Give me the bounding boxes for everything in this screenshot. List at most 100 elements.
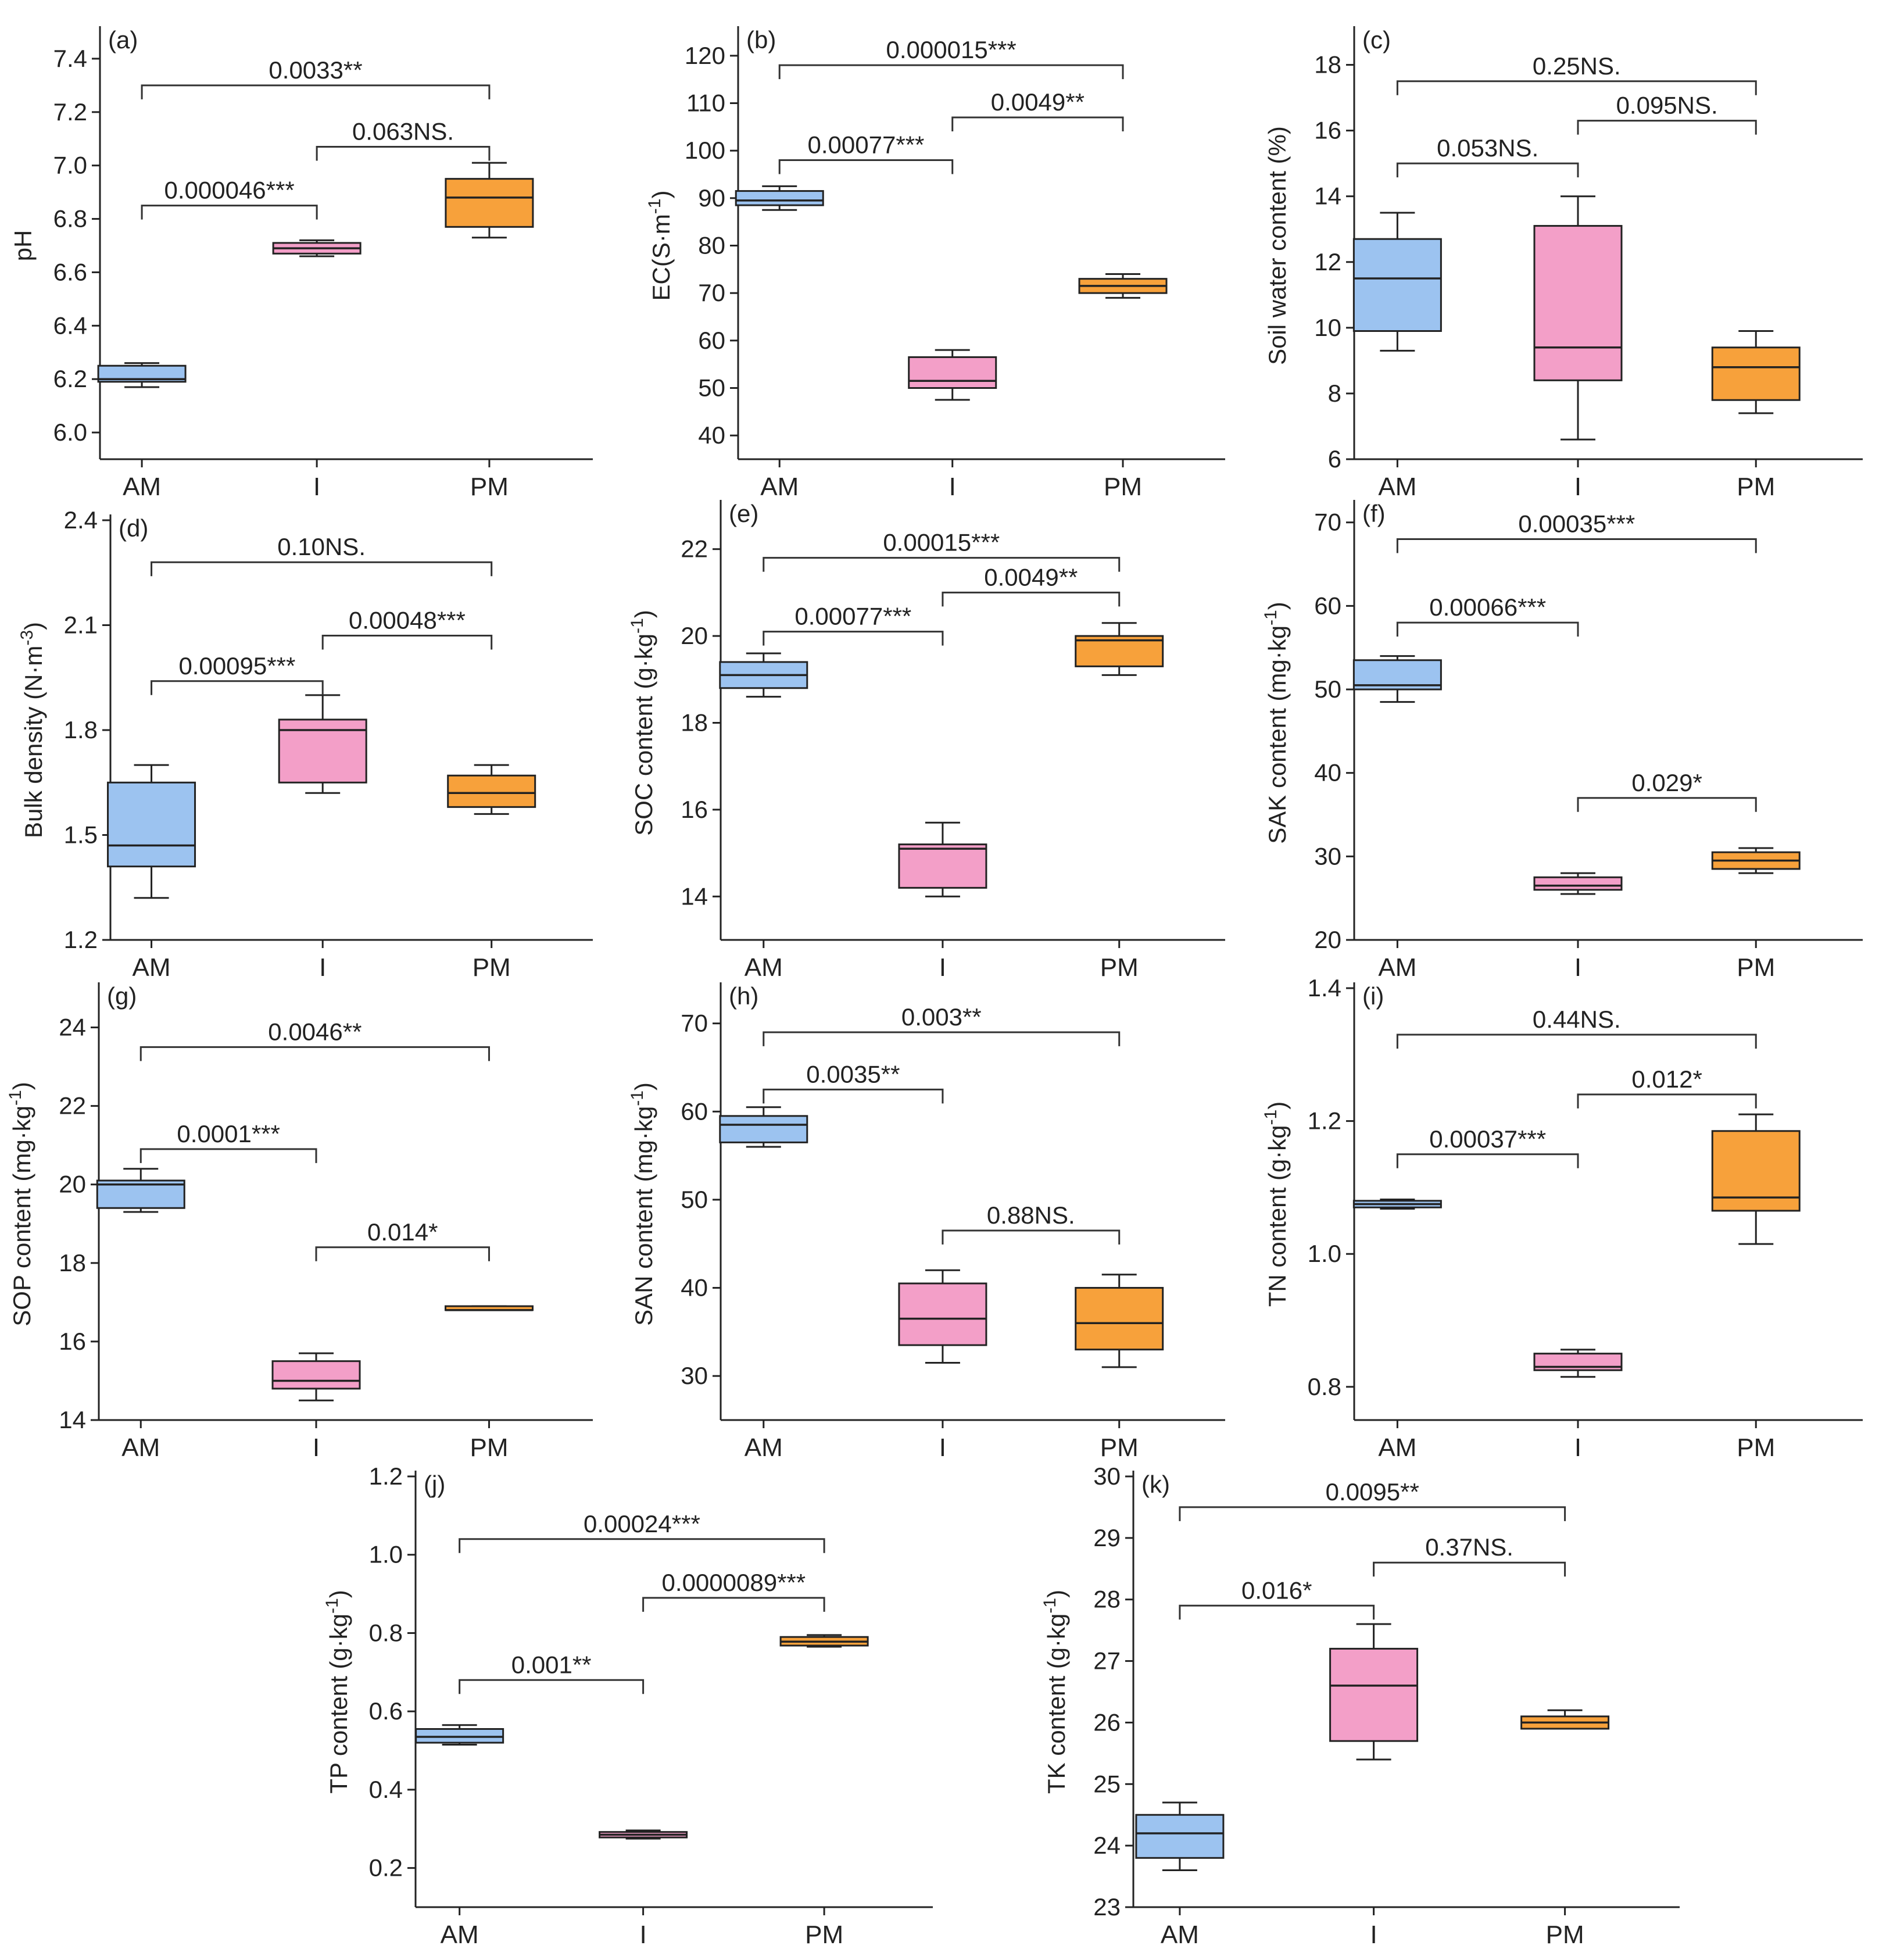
significance-bracket — [139, 1046, 490, 1061]
x-tick-label-am: AM — [1161, 1921, 1199, 1949]
significance-bracket — [763, 557, 1121, 572]
y-tick-label: 18 — [59, 1249, 86, 1276]
significance-bracket — [1577, 120, 1757, 135]
significance-bracket — [1577, 797, 1757, 812]
y-axis-label-end: ) — [1043, 1590, 1070, 1598]
box-i — [1533, 1349, 1623, 1378]
x-tick-label-am: AM — [441, 1921, 479, 1949]
y-tick-label: 1.2 — [1308, 1107, 1341, 1135]
y-tick-label: 60 — [1314, 592, 1341, 619]
x-tick-label-pm: PM — [1546, 1921, 1584, 1949]
y-tick-label: 23 — [1093, 1893, 1121, 1921]
y-tick-label: 6.8 — [53, 205, 87, 233]
y-tick-label: 1.4 — [1308, 974, 1341, 1002]
y-tick-label: 16 — [681, 796, 708, 823]
iqr-box — [908, 356, 997, 389]
x-tick-label-am: AM — [123, 473, 161, 501]
y-axis-label-end: ) — [630, 1082, 657, 1090]
significance-bracket — [1373, 1561, 1566, 1577]
y-axis-label: SAK content (mg·kg-1) — [1261, 602, 1291, 844]
y-tick-label: 2.4 — [64, 506, 98, 534]
y-tick-label: 25 — [1093, 1770, 1121, 1797]
x-tick-label-i: I — [949, 473, 956, 501]
x-tick-label-pm: PM — [1737, 1433, 1775, 1462]
y-axis-label-end: ) — [1264, 602, 1291, 610]
significance-label: 0.0001*** — [177, 1120, 280, 1147]
y-tick-label: 1.0 — [1308, 1240, 1341, 1267]
y-axis-label: TK content (g·kg-1) — [1040, 1590, 1070, 1794]
panel-k: 23 24 25 26 27 28 29 30 AM I PM TK content (g·kg-1)… — [1040, 1462, 1680, 1949]
y-tick-label: 6.2 — [53, 365, 87, 392]
panel-b: 40 50 60 70 80 90 100 110 120 AM I PM EC(S·m-1) (b) 0.… — [645, 26, 1225, 501]
y-axis-label-superscript: -1 — [645, 198, 664, 214]
box-pm — [1075, 1274, 1164, 1368]
significance-bracket — [942, 1229, 1121, 1245]
significance-bracket — [141, 205, 318, 220]
y-tick-label: 20 — [681, 622, 708, 649]
box-i — [272, 239, 362, 258]
iqr-box — [1711, 1130, 1801, 1212]
significance-bracket — [1396, 1153, 1579, 1168]
box-pm — [1711, 847, 1801, 874]
y-tick-label: 40 — [1314, 759, 1341, 786]
significance-bracket — [315, 1246, 490, 1261]
x-tick-label-i: I — [939, 953, 946, 982]
y-axis-label-main: SAK content (mg·kg — [1264, 625, 1291, 844]
panel-letter: (b) — [746, 26, 776, 53]
significance-label: 0.00024*** — [584, 1510, 700, 1537]
box-i — [1533, 872, 1623, 895]
box-am — [107, 764, 196, 899]
box-i — [1329, 1623, 1419, 1761]
y-tick-label: 0.8 — [369, 1619, 403, 1646]
significance-bracket — [141, 84, 491, 99]
panel-c: 6 8 10 12 14 16 18 AM I PM Soil water content (%) (… — [1264, 26, 1863, 501]
x-tick-label-am: AM — [745, 1433, 783, 1462]
box-pm — [1711, 330, 1801, 414]
x-tick-label-i: I — [639, 1921, 646, 1949]
panel-e: 14 16 18 20 22 AM I PM SOC content (g·kg-1) (e) 0.… — [628, 500, 1225, 982]
y-tick-label: 60 — [681, 1097, 708, 1125]
y-tick-label: 14 — [1314, 183, 1341, 210]
iqr-box — [1329, 1647, 1419, 1742]
y-tick-label: 1.0 — [369, 1541, 403, 1568]
x-tick-label-pm: PM — [470, 473, 509, 501]
significance-label: 0.000015*** — [886, 36, 1017, 63]
significance-label: 0.0000089*** — [662, 1569, 806, 1596]
x-tick-label-pm: PM — [1104, 473, 1142, 501]
significance-bracket — [1396, 538, 1757, 553]
y-axis-label-superscript: -1 — [1261, 1110, 1280, 1125]
y-tick-label: 14 — [681, 882, 708, 910]
significance-label: 0.00077*** — [808, 131, 925, 159]
x-tick-label-am: AM — [133, 953, 171, 982]
y-axis-label: SOP content (mg·kg-1) — [6, 1082, 35, 1326]
y-tick-label: 28 — [1093, 1586, 1121, 1613]
y-axis-label-superscript: -1 — [1040, 1598, 1060, 1614]
panel-j: 0.2 0.4 0.6 0.8 1.0 1.2 AM I PM TP content (g·kg-… — [323, 1462, 933, 1949]
x-tick-label-am: AM — [760, 473, 799, 501]
significance-bracket — [942, 591, 1121, 607]
y-tick-label: 1.2 — [369, 1462, 403, 1490]
y-axis-label: EC(S·m-1) — [645, 190, 675, 301]
y-axis-label-main: TP content (g·kg — [325, 1614, 352, 1794]
y-tick-label: 30 — [1093, 1462, 1121, 1490]
significance-bracket — [139, 1148, 317, 1163]
x-tick-label-pm: PM — [1100, 1433, 1139, 1462]
significance-label: 0.012* — [1631, 1065, 1702, 1093]
y-axis-label-main: SOC content (g·kg — [630, 634, 657, 836]
box-i — [898, 821, 987, 897]
box-pm — [1078, 273, 1168, 299]
x-tick-label-i: I — [319, 953, 326, 982]
box-am — [719, 1106, 808, 1148]
x-tick-label-i: I — [1574, 953, 1581, 982]
iqr-box — [898, 1282, 987, 1346]
panel-letter: (a) — [108, 26, 138, 53]
iqr-box — [898, 843, 987, 889]
iqr-box — [1533, 225, 1623, 381]
x-tick-label-am: AM — [121, 1433, 160, 1462]
significance-label: 0.44NS. — [1533, 1006, 1621, 1033]
box-am — [1352, 1198, 1442, 1210]
x-tick-label-i: I — [1370, 1921, 1377, 1949]
panel-letter: (h) — [729, 982, 758, 1010]
significance-bracket — [151, 680, 324, 695]
